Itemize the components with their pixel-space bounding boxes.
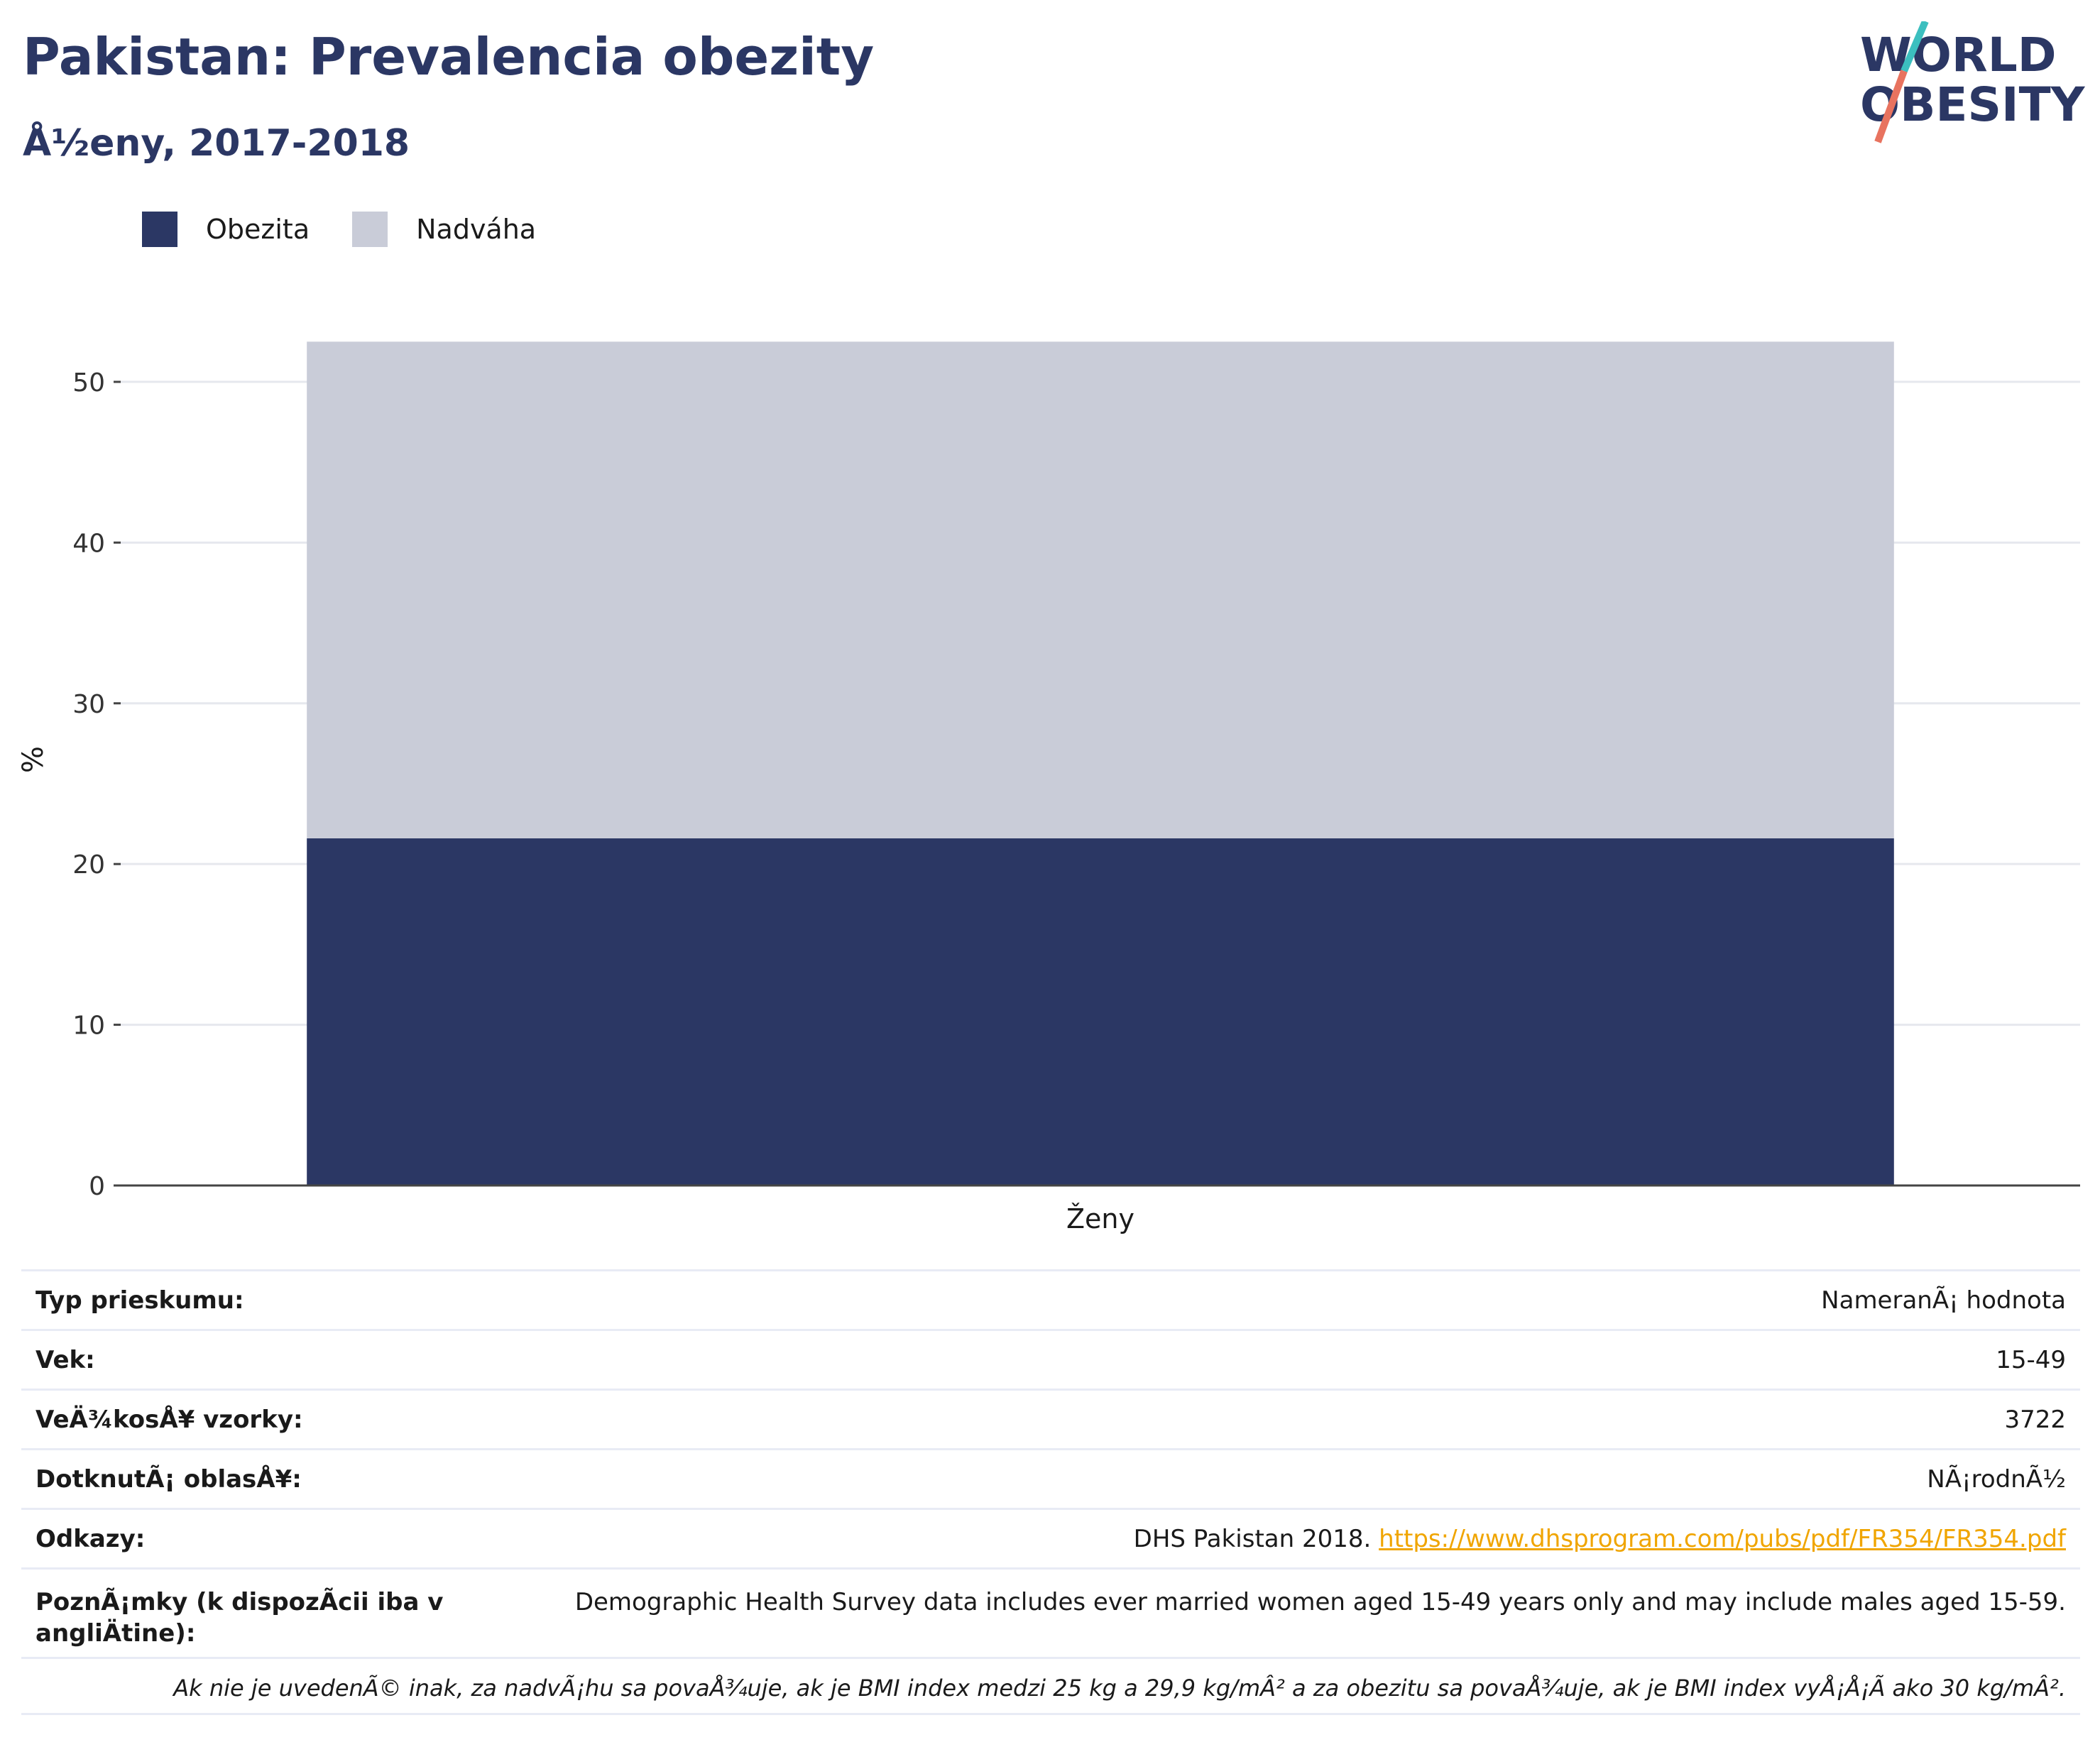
info-value: 15-49 bbox=[1996, 1345, 2066, 1374]
y-tick-label: 30 bbox=[72, 690, 105, 719]
info-label: Typ prieskumu: bbox=[35, 1286, 244, 1315]
footnote: Ak nie je uvedenÃ© inak, za nadvÃ¡hu sa … bbox=[21, 1657, 2080, 1715]
legend-swatch-overweight bbox=[352, 212, 388, 247]
info-value: 3722 bbox=[2004, 1405, 2066, 1434]
info-value: NameranÃ¡ hodnota bbox=[1821, 1286, 2066, 1315]
y-axis-label: % bbox=[17, 746, 50, 773]
chart-title: Pakistan: Prevalencia obezity bbox=[23, 27, 875, 87]
reference-link[interactable]: https://www.dhsprogram.com/pubs/pdf/FR35… bbox=[1379, 1524, 2066, 1553]
info-row-notes: PoznÃ¡mky (k dispozÃ­cii iba v angliÄtin… bbox=[21, 1567, 2080, 1657]
legend-label-overweight: Nadváha bbox=[416, 214, 537, 245]
info-table: Typ prieskumu: NameranÃ¡ hodnota Vek: 15… bbox=[21, 1269, 2080, 1715]
y-tick-label: 20 bbox=[72, 850, 105, 880]
logo-slash-teal bbox=[1901, 21, 1929, 72]
legend-swatch-obesity bbox=[142, 212, 177, 247]
chart-subtitle: Å½eny, 2017-2018 bbox=[23, 122, 410, 165]
chart-legend: Obezita Nadváha bbox=[142, 212, 579, 247]
info-value: Demographic Health Survey data includes … bbox=[574, 1588, 2066, 1616]
info-label: DotknutÃ¡ oblasÅ¥: bbox=[35, 1464, 302, 1494]
info-row-age: Vek: 15-49 bbox=[21, 1329, 2080, 1389]
legend-item-overweight[interactable]: Nadváha bbox=[352, 212, 536, 247]
y-tick-label: 0 bbox=[89, 1172, 105, 1201]
bar-overweight bbox=[307, 341, 1894, 838]
info-row-references: Odkazy: DHS Pakistan 2018. https://www.d… bbox=[21, 1508, 2080, 1567]
info-value: DHS Pakistan 2018. https://www.dhsprogra… bbox=[1134, 1525, 2066, 1553]
logo-world-text: WORLD bbox=[1860, 28, 2057, 82]
logo-slash-coral bbox=[1874, 70, 1908, 143]
legend-label-obesity: Obezita bbox=[206, 214, 310, 245]
bar-obesity bbox=[307, 838, 1894, 1185]
x-tick-label: Ženy bbox=[1066, 1203, 1134, 1234]
legend-item-obesity[interactable]: Obezita bbox=[142, 212, 310, 247]
info-row-sample-size: VeÄ¾kosÅ¥ vzorky: 3722 bbox=[21, 1389, 2080, 1448]
info-label: Odkazy: bbox=[35, 1524, 146, 1553]
y-tick-label: 50 bbox=[72, 368, 105, 398]
world-obesity-logo: WORLD OBESITY bbox=[1860, 21, 2086, 143]
info-row-area: DotknutÃ¡ oblasÅ¥: NÃ¡rodnÃ½ bbox=[21, 1448, 2080, 1508]
info-label: VeÄ¾kosÅ¥ vzorky: bbox=[35, 1405, 303, 1434]
y-tick-label: 10 bbox=[72, 1012, 105, 1041]
reference-text: DHS Pakistan 2018. bbox=[1133, 1524, 1379, 1553]
info-value: NÃ¡rodnÃ½ bbox=[1927, 1464, 2066, 1494]
y-tick-label: 40 bbox=[72, 529, 105, 558]
info-label: PoznÃ¡mky (k dispozÃ­cii iba v angliÄtin… bbox=[35, 1588, 444, 1648]
bar-chart: 0 10 20 30 40 50 Ženy% bbox=[17, 341, 2080, 1234]
info-row-survey-type: Typ prieskumu: NameranÃ¡ hodnota bbox=[21, 1269, 2080, 1329]
info-label: Vek: bbox=[35, 1345, 95, 1374]
